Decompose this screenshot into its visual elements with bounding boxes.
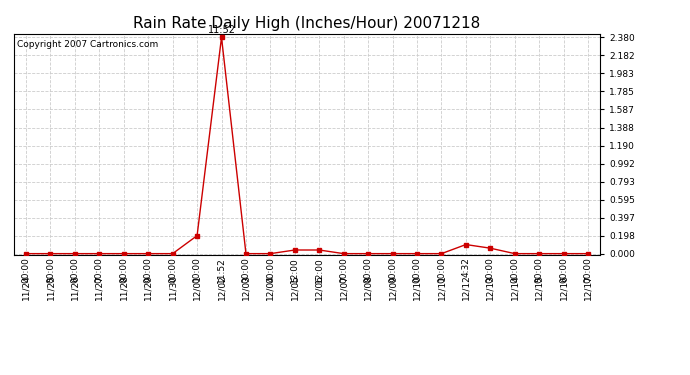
Text: 12/05: 12/05 xyxy=(290,274,299,300)
Text: 00:00: 00:00 xyxy=(559,257,568,283)
Text: 12:00: 12:00 xyxy=(290,257,299,283)
Text: 12:00: 12:00 xyxy=(315,257,324,283)
Text: 11/26: 11/26 xyxy=(70,274,79,300)
Text: 00:00: 00:00 xyxy=(21,257,30,283)
Text: 12/06: 12/06 xyxy=(315,274,324,300)
Text: 12/02: 12/02 xyxy=(217,274,226,300)
Text: 00:00: 00:00 xyxy=(70,257,79,283)
Title: Rain Rate Daily High (Inches/Hour) 20071218: Rain Rate Daily High (Inches/Hour) 20071… xyxy=(133,16,481,31)
Text: 12/14: 12/14 xyxy=(511,274,520,300)
Text: 00:00: 00:00 xyxy=(388,257,397,283)
Text: 11/25: 11/25 xyxy=(46,274,55,300)
Text: 00:00: 00:00 xyxy=(339,257,348,283)
Text: 12/16: 12/16 xyxy=(559,274,568,300)
Text: 11/30: 11/30 xyxy=(168,274,177,300)
Text: 00:00: 00:00 xyxy=(241,257,250,283)
Text: 12/17: 12/17 xyxy=(584,274,593,300)
Text: 12/03: 12/03 xyxy=(241,274,250,300)
Text: 00:00: 00:00 xyxy=(511,257,520,283)
Text: 12/15: 12/15 xyxy=(535,274,544,300)
Text: 00:00: 00:00 xyxy=(486,257,495,283)
Text: 00:00: 00:00 xyxy=(193,257,201,283)
Text: 00:00: 00:00 xyxy=(413,257,422,283)
Text: 11/24: 11/24 xyxy=(21,274,30,300)
Text: 00:00: 00:00 xyxy=(437,257,446,283)
Text: 00:00: 00:00 xyxy=(46,257,55,283)
Text: 00:00: 00:00 xyxy=(119,257,128,283)
Text: 12/07: 12/07 xyxy=(339,274,348,300)
Text: 11/27: 11/27 xyxy=(95,274,103,300)
Text: 12/08: 12/08 xyxy=(364,274,373,300)
Text: 12/01: 12/01 xyxy=(193,274,201,300)
Text: 4:32: 4:32 xyxy=(462,257,471,277)
Text: 00:00: 00:00 xyxy=(535,257,544,283)
Text: Copyright 2007 Cartronics.com: Copyright 2007 Cartronics.com xyxy=(17,40,158,50)
Text: 12/11: 12/11 xyxy=(437,274,446,300)
Text: 12/12: 12/12 xyxy=(462,274,471,300)
Text: 11/28: 11/28 xyxy=(119,274,128,300)
Text: 12/13: 12/13 xyxy=(486,274,495,300)
Text: 12/10: 12/10 xyxy=(413,274,422,300)
Text: 00:00: 00:00 xyxy=(95,257,103,283)
Text: 00:00: 00:00 xyxy=(364,257,373,283)
Text: 00:00: 00:00 xyxy=(144,257,152,283)
Text: 11:52: 11:52 xyxy=(217,257,226,283)
Text: 12/09: 12/09 xyxy=(388,274,397,300)
Text: 00:00: 00:00 xyxy=(584,257,593,283)
Text: 00:00: 00:00 xyxy=(168,257,177,283)
Text: 12/04: 12/04 xyxy=(266,274,275,300)
Text: 11/29: 11/29 xyxy=(144,274,152,300)
Text: 00:00: 00:00 xyxy=(266,257,275,283)
Text: 11:52: 11:52 xyxy=(208,25,235,34)
